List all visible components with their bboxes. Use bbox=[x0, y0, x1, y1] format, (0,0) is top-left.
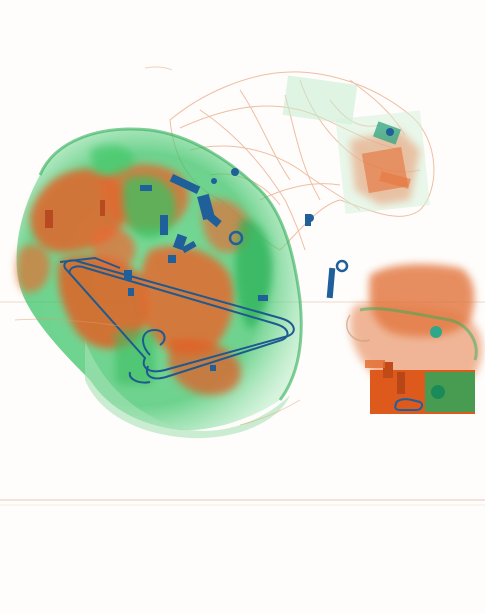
loose-metal-items bbox=[305, 214, 349, 299]
coat-hanger bbox=[59, 256, 295, 384]
hard-case bbox=[365, 360, 475, 414]
metal-fragments bbox=[45, 168, 268, 371]
bag-contents bbox=[350, 121, 420, 205]
faint-edges bbox=[14, 66, 301, 426]
